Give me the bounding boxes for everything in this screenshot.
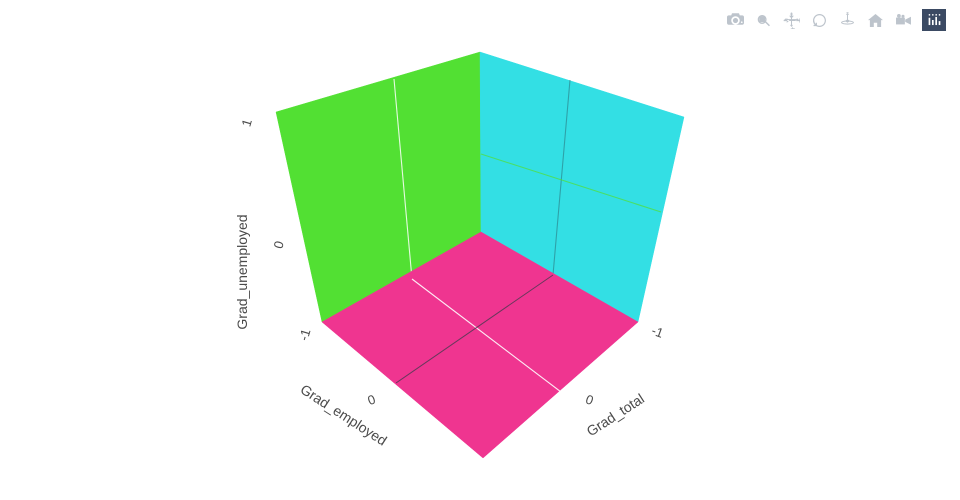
z-tick-label-1: 1 bbox=[238, 117, 254, 128]
home-icon bbox=[867, 13, 883, 27]
camera-icon bbox=[726, 12, 744, 25]
y-tick-label-0: 0 bbox=[584, 391, 596, 408]
x-axis-title: Grad_employed bbox=[298, 381, 390, 449]
pan-arrows-icon bbox=[783, 11, 800, 29]
left-wall-gridline-x0 bbox=[393, 78, 413, 280]
z-tick-label-0: 0 bbox=[270, 239, 286, 250]
download-png-button[interactable] bbox=[721, 6, 749, 34]
floor-gridline-x0 bbox=[411, 278, 566, 396]
turntable-rotate-icon bbox=[840, 11, 854, 25]
y-tick-label-neg1: -1 bbox=[650, 323, 666, 341]
orbit-rotate-icon bbox=[812, 13, 826, 27]
right-wall-gridline-y0 bbox=[552, 79, 571, 276]
orbital-rotation-button[interactable] bbox=[805, 6, 833, 34]
pan-button[interactable] bbox=[777, 6, 805, 34]
modebar[interactable] bbox=[721, 6, 946, 34]
z-tick-label-neg1: -1 bbox=[296, 327, 314, 342]
zoom-magnifier-icon bbox=[757, 14, 770, 26]
reset-camera-last-save-button[interactable] bbox=[889, 6, 917, 34]
x-tick-label-0: 0 bbox=[365, 391, 377, 408]
x-axis-group: 0 Grad_employed bbox=[298, 381, 390, 449]
turntable-rotation-button[interactable] bbox=[833, 6, 861, 34]
z-axis-title: Grad_unemployed bbox=[234, 214, 250, 329]
floor-gridline-y0 bbox=[395, 274, 554, 384]
right-wall-gridline-z0 bbox=[480, 153, 662, 213]
camcorder-icon bbox=[895, 13, 911, 25]
plotly-logo-icon bbox=[928, 13, 940, 26]
plotly-logo-button[interactable] bbox=[922, 9, 946, 31]
z-axis-group: 1 0 -1 Grad_unemployed bbox=[234, 117, 313, 342]
reset-camera-default-button[interactable] bbox=[861, 6, 889, 34]
zoom-button[interactable] bbox=[749, 6, 777, 34]
floor-pane bbox=[321, 231, 639, 459]
